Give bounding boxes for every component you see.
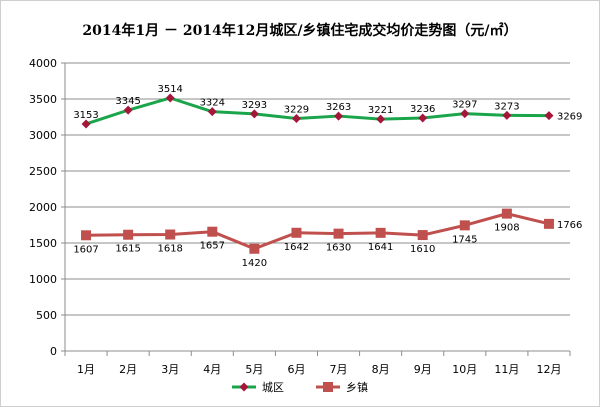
data-label: 1618	[157, 244, 182, 255]
y-tick-label: 3500	[29, 93, 57, 106]
data-label: 3236	[410, 104, 435, 115]
data-label: 3273	[494, 101, 519, 112]
x-tick-label: 5月	[245, 363, 263, 376]
data-label: 3514	[157, 84, 182, 95]
data-point	[123, 229, 134, 240]
data-point	[81, 230, 92, 241]
data-label: 1641	[368, 242, 393, 253]
data-point	[249, 109, 259, 119]
legend-item-urban: 城区	[232, 381, 284, 394]
data-label: 3221	[368, 105, 393, 116]
data-point	[207, 107, 217, 117]
legend-label: 城区	[262, 381, 284, 394]
x-tick-label: 7月	[330, 363, 348, 376]
y-tick-label: 0	[50, 345, 57, 358]
y-tick-label: 500	[36, 309, 57, 322]
data-point	[165, 229, 176, 240]
data-point	[459, 220, 470, 231]
data-point	[81, 119, 91, 129]
data-label: 1630	[326, 243, 351, 254]
x-tick-label: 4月	[203, 363, 221, 376]
data-point	[502, 110, 512, 120]
data-label: 3229	[284, 105, 309, 116]
data-point	[460, 109, 470, 119]
data-point	[418, 113, 428, 123]
data-point	[544, 111, 554, 121]
data-label: 1607	[73, 244, 98, 255]
data-label: 1745	[452, 234, 477, 245]
data-labels: 3153 3345 3514 3324 3293 3229 3263 3221 3236 3297…	[73, 84, 582, 269]
data-label: 1610	[410, 244, 435, 255]
legend: 城区 乡镇	[232, 380, 368, 394]
data-label: 1642	[284, 242, 309, 253]
chart-title: 2014年1月 － 2014年12月城区/乡镇住宅成交均价走势图（元/㎡）	[82, 23, 518, 39]
x-axis-ticks: 1月 2月 3月 4月 5月 6月 7月 8月 9月 10月 11月 12月	[77, 363, 561, 376]
data-point	[543, 218, 554, 229]
data-point	[165, 93, 175, 103]
data-point	[291, 227, 302, 238]
series-lines	[81, 93, 554, 254]
y-tick-label: 2000	[29, 201, 57, 214]
gridlines	[65, 62, 570, 352]
series-line	[85, 96, 549, 126]
x-tick-label: 8月	[372, 363, 390, 376]
series-line	[86, 212, 550, 251]
x-tick-label: 9月	[414, 363, 432, 376]
data-label: 3297	[452, 100, 477, 111]
data-label: 3153	[73, 110, 98, 121]
axes	[61, 62, 571, 356]
data-label: 1908	[494, 223, 519, 234]
data-point	[249, 243, 260, 254]
data-point	[376, 114, 386, 124]
x-tick-label: 2月	[119, 363, 137, 376]
data-point	[334, 111, 344, 121]
data-point	[239, 382, 249, 392]
y-tick-label: 2500	[29, 165, 57, 178]
data-point	[207, 226, 218, 237]
y-tick-label: 1000	[29, 273, 57, 286]
data-label: 3269	[557, 112, 582, 123]
data-label: 3324	[200, 98, 225, 109]
data-point	[123, 105, 133, 115]
data-label: 1657	[200, 241, 225, 252]
x-tick-label: 3月	[161, 363, 179, 376]
legend-label: 乡镇	[346, 380, 368, 394]
series-urban	[81, 93, 554, 129]
series-township	[81, 208, 554, 254]
data-point	[501, 208, 512, 219]
data-label: 3263	[326, 102, 351, 113]
legend-item-township: 乡镇	[316, 380, 368, 394]
x-tick-label: 1月	[77, 363, 95, 376]
data-point	[417, 230, 428, 241]
data-label: 3293	[242, 100, 267, 111]
x-tick-label: 12月	[536, 363, 561, 376]
y-axis-ticks: 0 500 1000 1500 2000 2500 3000 3500 4000	[29, 57, 57, 358]
data-point	[375, 227, 386, 238]
data-point	[323, 382, 333, 392]
data-point	[333, 228, 344, 239]
data-label: 3345	[115, 96, 140, 107]
data-label: 1766	[557, 220, 582, 231]
x-tick-label: 11月	[494, 363, 519, 376]
x-tick-label: 10月	[452, 363, 477, 376]
x-tick-label: 6月	[287, 363, 305, 376]
y-tick-label: 1500	[29, 237, 57, 250]
data-point	[291, 114, 301, 124]
data-label: 1420	[242, 258, 267, 269]
data-label: 1615	[115, 244, 140, 255]
y-tick-label: 3000	[29, 129, 57, 142]
y-tick-label: 4000	[29, 57, 57, 70]
